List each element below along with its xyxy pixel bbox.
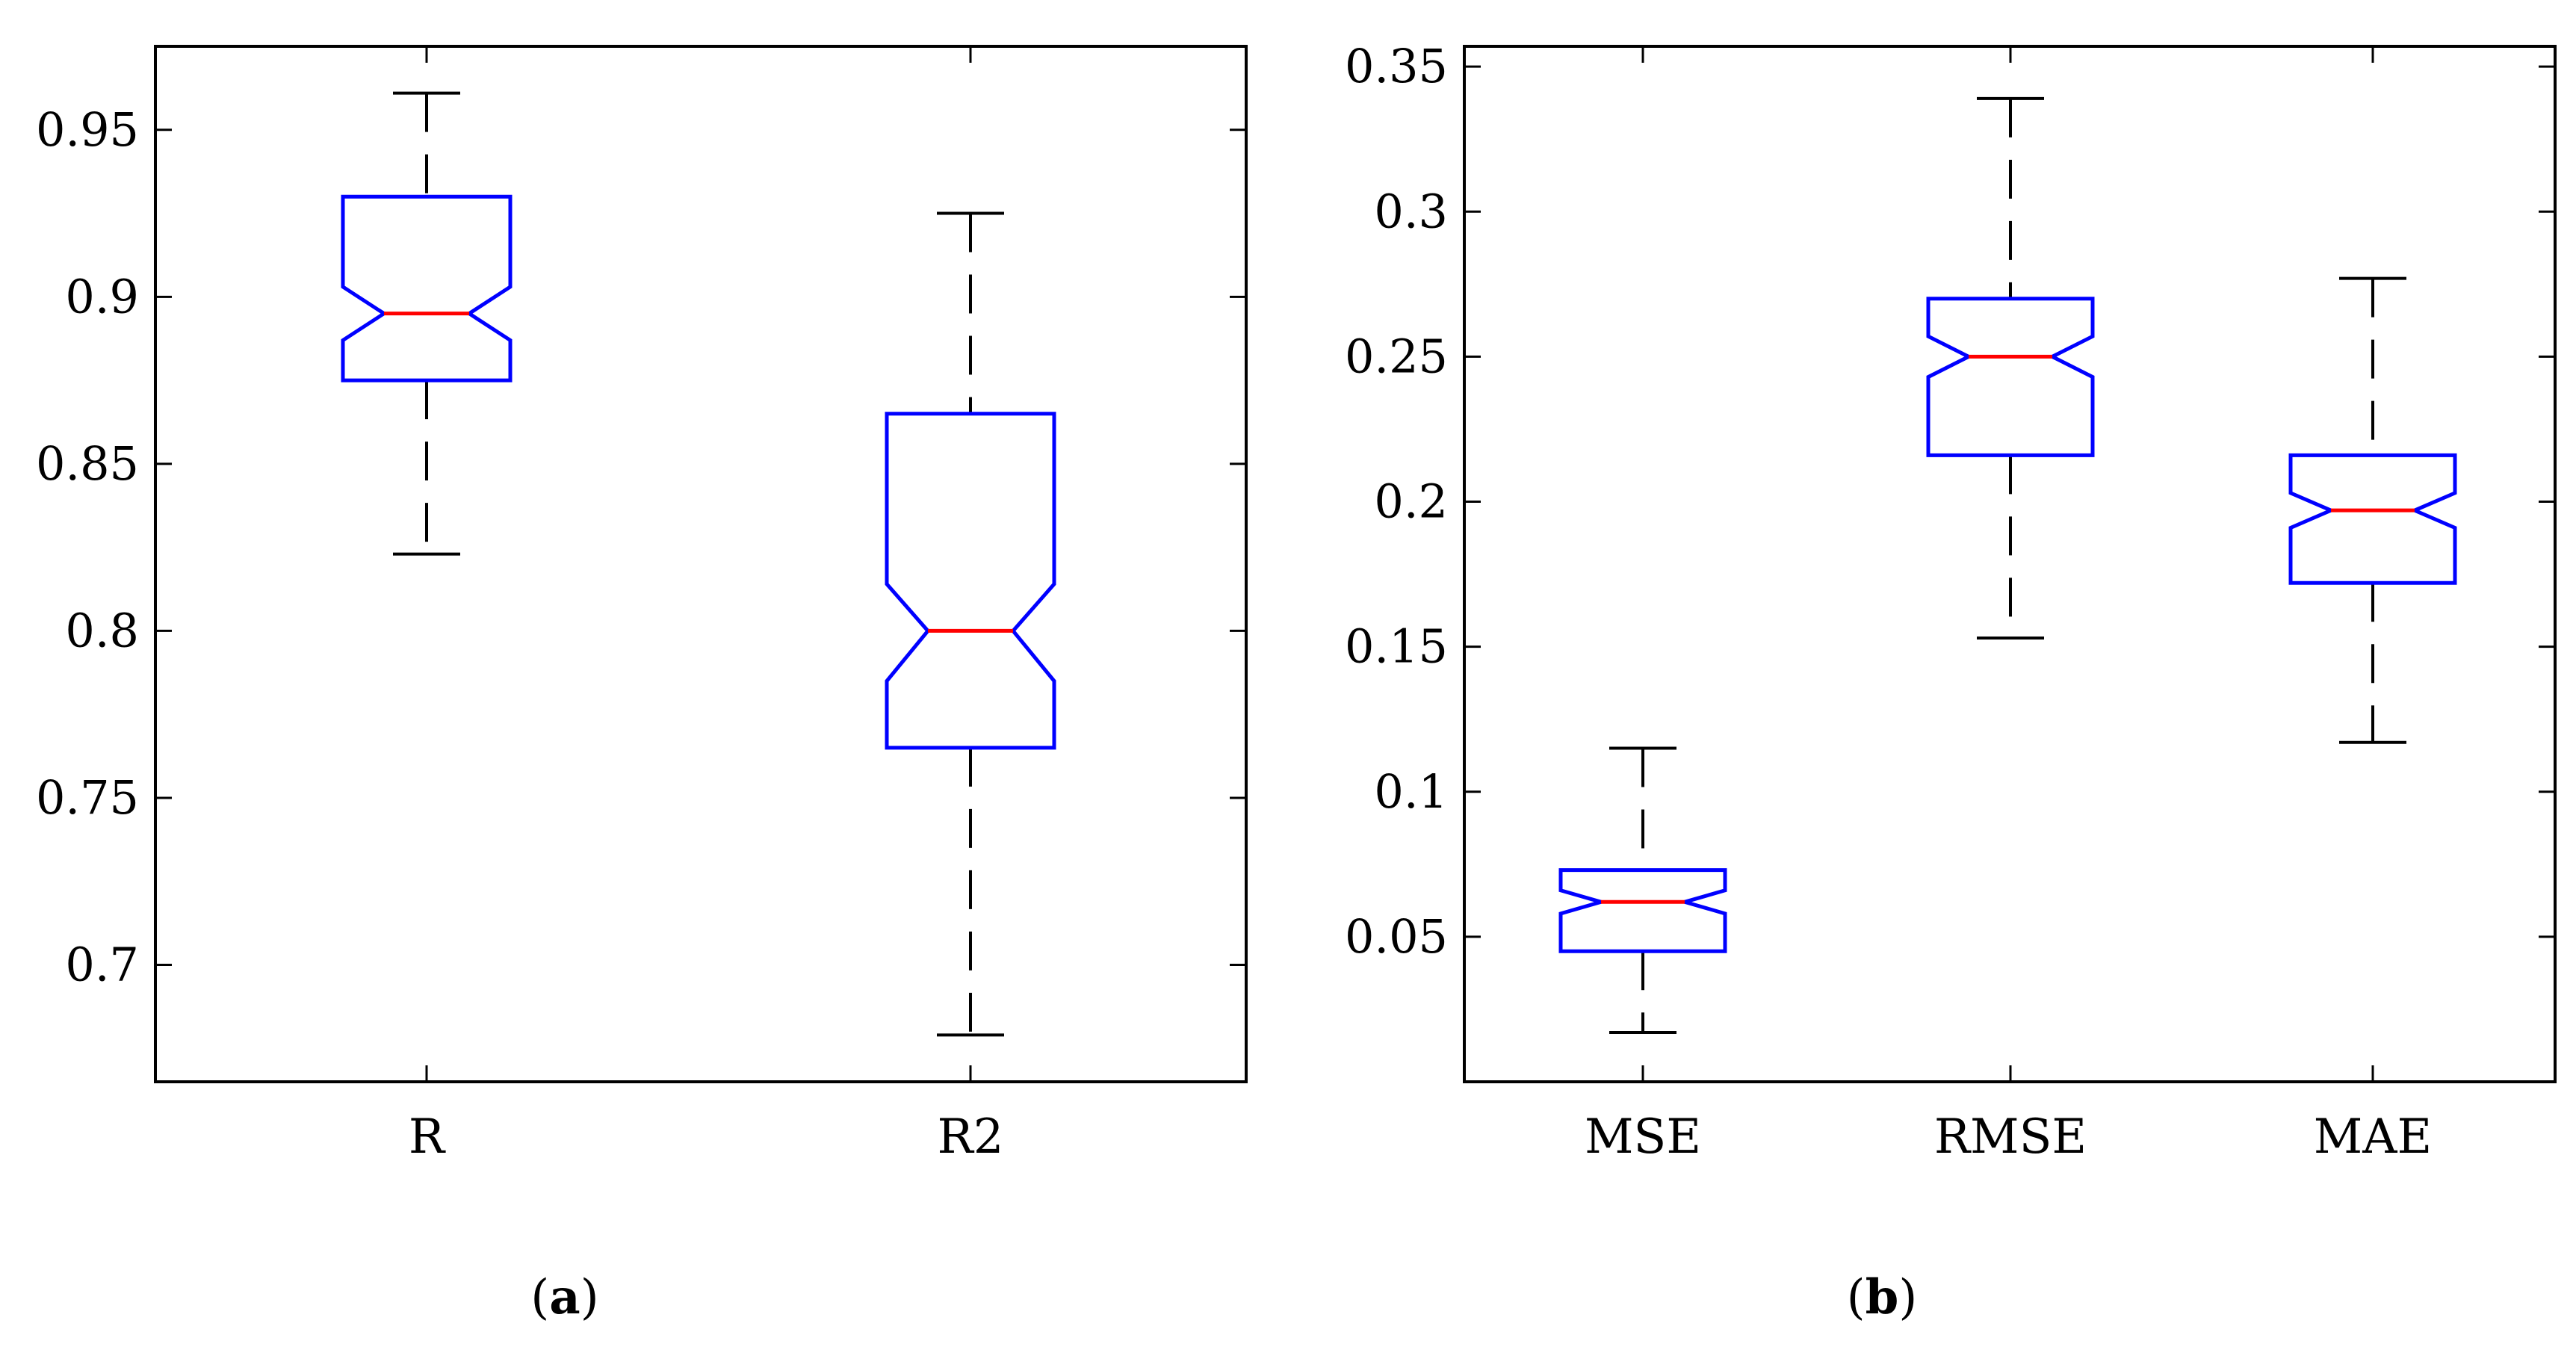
x-category-label: R — [409, 1109, 446, 1165]
x-category-label: MAE — [2314, 1109, 2432, 1165]
x-category-label: R2 — [938, 1109, 1004, 1165]
y-tick-label: 0.8 — [65, 603, 139, 657]
notched-box — [1926, 297, 2095, 457]
plot-frame — [154, 45, 1248, 1083]
y-tick-label: 0.1 — [1374, 764, 1448, 819]
plot-frame — [1463, 45, 2557, 1083]
panel-a-label: (a) — [530, 1269, 598, 1325]
y-tick-label: 0.35 — [1345, 39, 1448, 93]
y-tick-label: 0.85 — [36, 436, 139, 491]
y-tick-label: 0.2 — [1374, 474, 1448, 529]
y-tick-label: 0.75 — [36, 770, 139, 825]
panel-b-label: (b) — [1847, 1269, 1918, 1325]
notched-box — [885, 412, 1056, 750]
notched-box — [341, 194, 513, 383]
y-tick-label: 0.7 — [65, 938, 139, 992]
x-category-label: RMSE — [1934, 1109, 2087, 1165]
notched-box — [1558, 868, 1727, 953]
x-category-label: MSE — [1585, 1109, 1701, 1165]
y-tick-label: 0.15 — [1345, 619, 1448, 674]
y-tick-label: 0.3 — [1374, 184, 1448, 238]
panel-b-chart: 0.05 0.1 0.15 0.2 0.25 0.3 0.35 MSE RMSE MAE — [1345, 39, 2557, 1165]
y-tick-label: 0.9 — [65, 269, 139, 323]
notched-box — [2288, 453, 2457, 585]
panel-a-chart: 0.7 0.75 0.8 0.85 0.9 0.95 R R2 — [36, 45, 1248, 1165]
y-tick-label: 0.25 — [1345, 329, 1448, 383]
y-tick-label: 0.05 — [1345, 909, 1448, 964]
y-tick-label: 0.95 — [36, 102, 139, 157]
